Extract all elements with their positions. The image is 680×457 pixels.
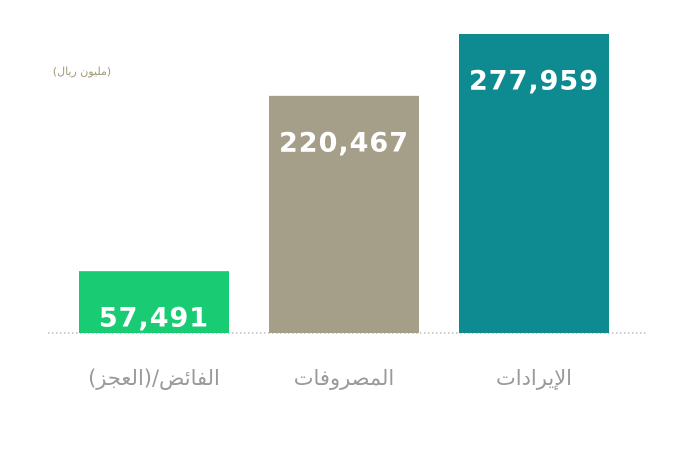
category-label: الفائض/(العجز) xyxy=(88,366,220,390)
unit-label: (مليون ريال) xyxy=(53,65,111,78)
value-label: 277,959 xyxy=(469,66,599,97)
bar xyxy=(79,271,229,333)
bar xyxy=(269,95,419,333)
bar xyxy=(459,34,609,333)
category-label: المصروفات xyxy=(294,366,395,390)
category-label: الإيرادات xyxy=(496,366,572,390)
value-label: 220,467 xyxy=(279,127,409,158)
value-label: 57,491 xyxy=(99,303,209,334)
